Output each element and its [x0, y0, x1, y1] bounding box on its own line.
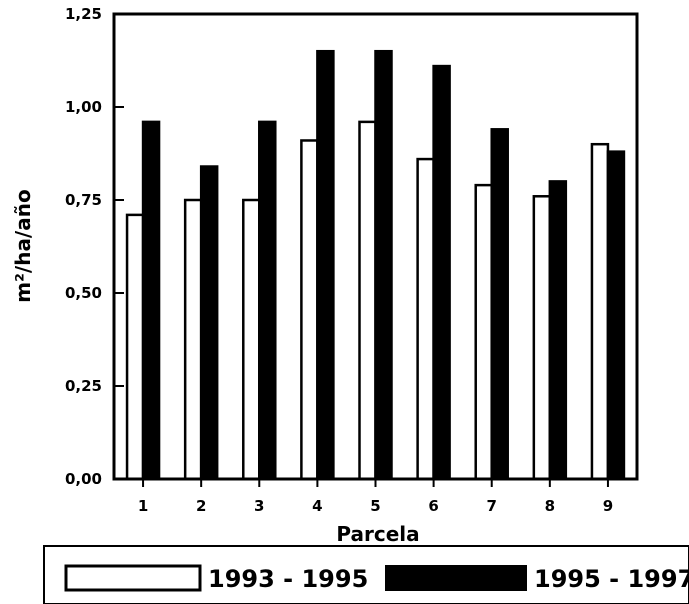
legend-label-1993-1995: 1993 - 1995: [208, 565, 368, 593]
legend-frame: [43, 545, 689, 604]
y-tick-label: 0,75: [65, 191, 102, 209]
y-axis-tick-labels: 0,00 0,25 0,50 0,75 1,00 1,25: [65, 5, 102, 488]
bar-parcela-5-series-2: [374, 49, 393, 481]
bar-parcela-4-series-1: [300, 139, 319, 481]
y-tick-label: 0,25: [65, 377, 102, 395]
plot-frame: [112, 12, 639, 481]
x-tick-label: 7: [487, 497, 497, 515]
x-tick-label: 6: [428, 497, 438, 515]
y-axis-title: m²/ha/año: [11, 189, 35, 302]
bar-parcela-6-series-2: [432, 64, 451, 481]
x-tick-label: 2: [196, 497, 206, 515]
x-tick-label: 9: [603, 497, 613, 515]
bar-parcela-9-series-1: [590, 142, 610, 481]
x-tick-label: 8: [545, 497, 555, 515]
bar-parcela-6-series-1: [416, 157, 435, 481]
bars: [125, 49, 626, 481]
x-tick-label: 4: [312, 497, 322, 515]
bar-parcela-1-series-1: [125, 213, 145, 481]
bar-parcela-5-series-1: [358, 120, 377, 481]
bar-parcela-3-series-2: [258, 120, 277, 481]
x-axis-tick-labels: 1 2 3 4 5 6 7 8 9: [138, 497, 613, 515]
bar-parcela-2-series-1: [183, 198, 203, 481]
y-tick-label: 1,25: [65, 5, 102, 23]
y-tick-label: 0,00: [65, 470, 102, 488]
bar-parcela-7-series-1: [474, 183, 493, 481]
x-axis-title: Parcela: [336, 522, 419, 546]
bar-parcela-8-series-2: [548, 180, 568, 481]
y-tick-label: 1,00: [65, 98, 102, 116]
legend-swatch-1993-1995: [64, 564, 202, 592]
legend-swatch-1995-1997: [385, 565, 527, 591]
bar-parcela-7-series-2: [490, 128, 509, 481]
bar-parcela-8-series-1: [532, 195, 552, 481]
bar-parcela-9-series-2: [606, 150, 626, 481]
bar-parcela-1-series-2: [141, 120, 161, 481]
x-tick-label: 3: [254, 497, 264, 515]
x-tick-label: 1: [138, 497, 148, 515]
bar-parcela-3-series-1: [242, 198, 261, 481]
bar-parcela-4-series-2: [316, 49, 335, 481]
legend-label-1995-1997: 1995 - 1997: [534, 565, 689, 593]
legend: 1993 - 1995 1995 - 1997: [43, 545, 689, 604]
x-tick-label: 5: [370, 497, 380, 515]
y-tick-label: 0,50: [65, 284, 102, 302]
bar-parcela-2-series-2: [199, 165, 219, 481]
